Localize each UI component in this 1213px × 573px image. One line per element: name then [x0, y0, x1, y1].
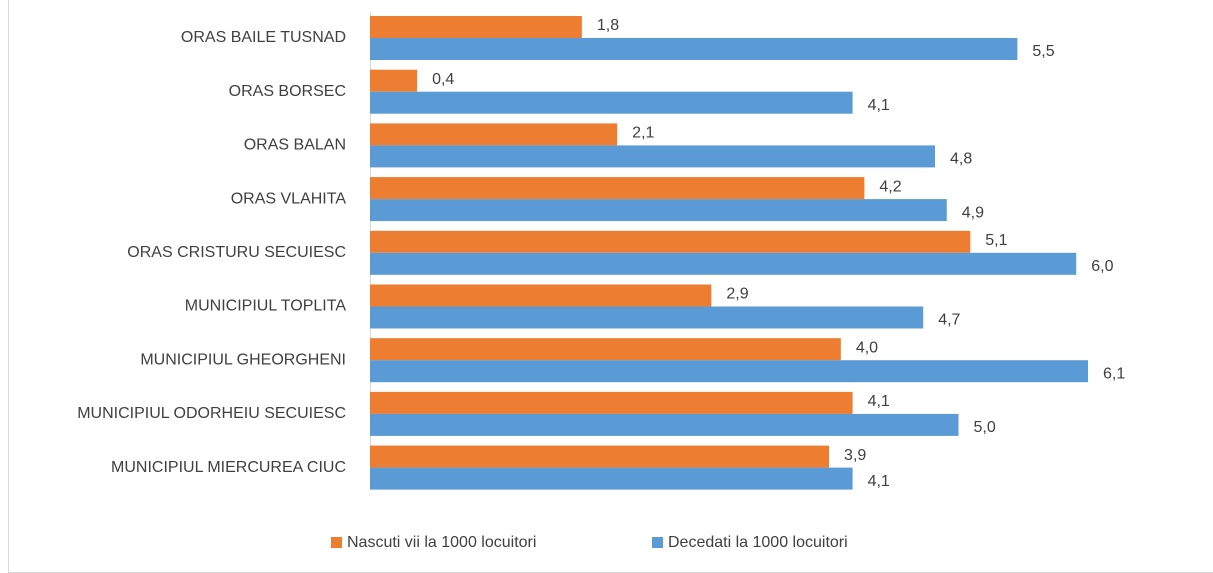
data-label: 5,5 — [1032, 43, 1054, 60]
bar — [370, 413, 959, 436]
data-label: 5,0 — [974, 419, 996, 436]
legend-label: Decedati la 1000 locuitori — [668, 534, 848, 551]
bar — [370, 230, 971, 253]
legend-swatch — [331, 537, 342, 548]
y-tick-label: MUNICIPIUL GHEORGHENI — [140, 351, 346, 368]
bar — [370, 177, 865, 200]
bar — [370, 391, 853, 414]
bar — [370, 199, 947, 222]
bar — [370, 360, 1088, 383]
data-label: 4,8 — [950, 151, 972, 168]
bar — [370, 338, 841, 361]
bar — [370, 145, 935, 168]
y-tick-label: MUNICIPIUL TOPLITA — [185, 298, 347, 315]
bar — [370, 16, 582, 38]
data-label: 3,9 — [844, 447, 866, 464]
data-label: 1,8 — [597, 17, 619, 34]
y-tick-label: ORAS BORSEC — [229, 83, 346, 100]
y-tick-label: MUNICIPIUL ODORHEIU SECUIESC — [77, 405, 346, 422]
legend-label: Nascuti vii la 1000 locuitori — [347, 534, 536, 551]
bar — [370, 123, 618, 146]
bar — [370, 467, 853, 490]
bar — [370, 306, 924, 329]
data-label: 0,4 — [432, 71, 454, 88]
data-label: 5,1 — [985, 232, 1007, 249]
legend-swatch — [652, 537, 663, 548]
y-tick-label: ORAS BAILE TUSNAD — [181, 29, 346, 46]
bar — [370, 445, 830, 468]
y-tick-label: ORAS VLAHITA — [231, 190, 347, 207]
data-label: 4,1 — [868, 97, 890, 114]
data-label: 6,0 — [1091, 258, 1113, 275]
data-label: 4,0 — [856, 339, 878, 356]
bar — [370, 252, 1077, 275]
data-label: 4,2 — [879, 178, 901, 195]
bar — [370, 69, 418, 92]
bar — [370, 38, 1018, 60]
data-label: 4,1 — [868, 393, 890, 410]
data-label: 6,1 — [1103, 365, 1125, 382]
data-label: 2,1 — [632, 125, 654, 142]
y-tick-label: MUNICIPIUL MIERCUREA CIUC — [111, 459, 346, 476]
data-label: 4,9 — [962, 204, 984, 221]
bar — [370, 91, 853, 114]
bar — [370, 284, 712, 307]
data-label: 2,9 — [726, 286, 748, 303]
y-tick-label: ORAS CRISTURU SECUIESC — [127, 244, 346, 261]
data-label: 4,7 — [938, 312, 960, 329]
y-tick-label: ORAS BALAN — [244, 137, 346, 154]
data-label: 4,1 — [868, 473, 890, 490]
